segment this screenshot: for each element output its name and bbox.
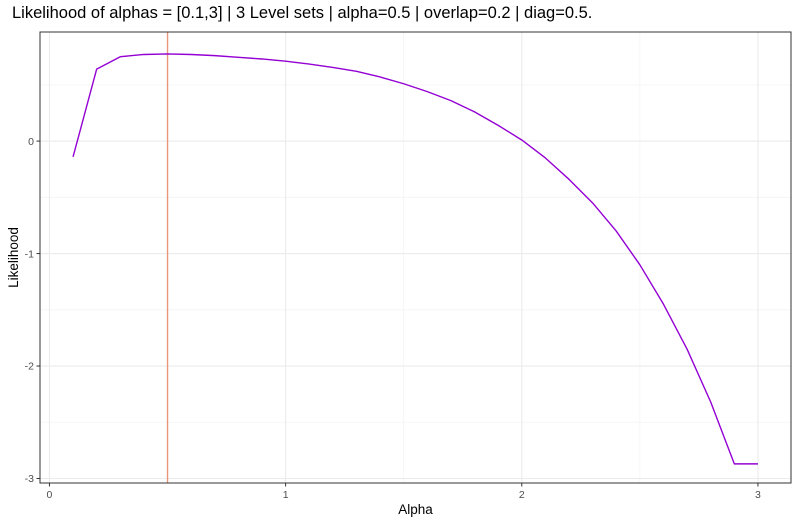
minor-gridlines	[40, 32, 791, 483]
x-tick-label: 0	[47, 489, 53, 501]
y-tick-label: -3	[25, 473, 34, 485]
series-layer	[72, 53, 758, 465]
chart-title: Likelihood of alphas = [0.1,3] | 3 Level…	[12, 4, 593, 22]
y-tick-label: -1	[25, 248, 34, 260]
x-axis-title: Alpha	[398, 502, 433, 517]
x-tick-label: 1	[283, 489, 289, 501]
y-axis-ticks: -3 -2 -1 0	[25, 136, 40, 485]
likelihood-series-line	[72, 53, 758, 465]
x-tick-label: 3	[755, 489, 761, 501]
x-axis-ticks: 0 1 2 3	[47, 483, 761, 501]
major-gridlines	[40, 32, 791, 483]
y-tick-label: -2	[25, 361, 34, 373]
panel-border	[39, 31, 792, 484]
y-axis-title: Likelihood	[6, 227, 21, 288]
y-tick-label: 0	[28, 136, 34, 148]
x-tick-label: 2	[519, 489, 525, 501]
